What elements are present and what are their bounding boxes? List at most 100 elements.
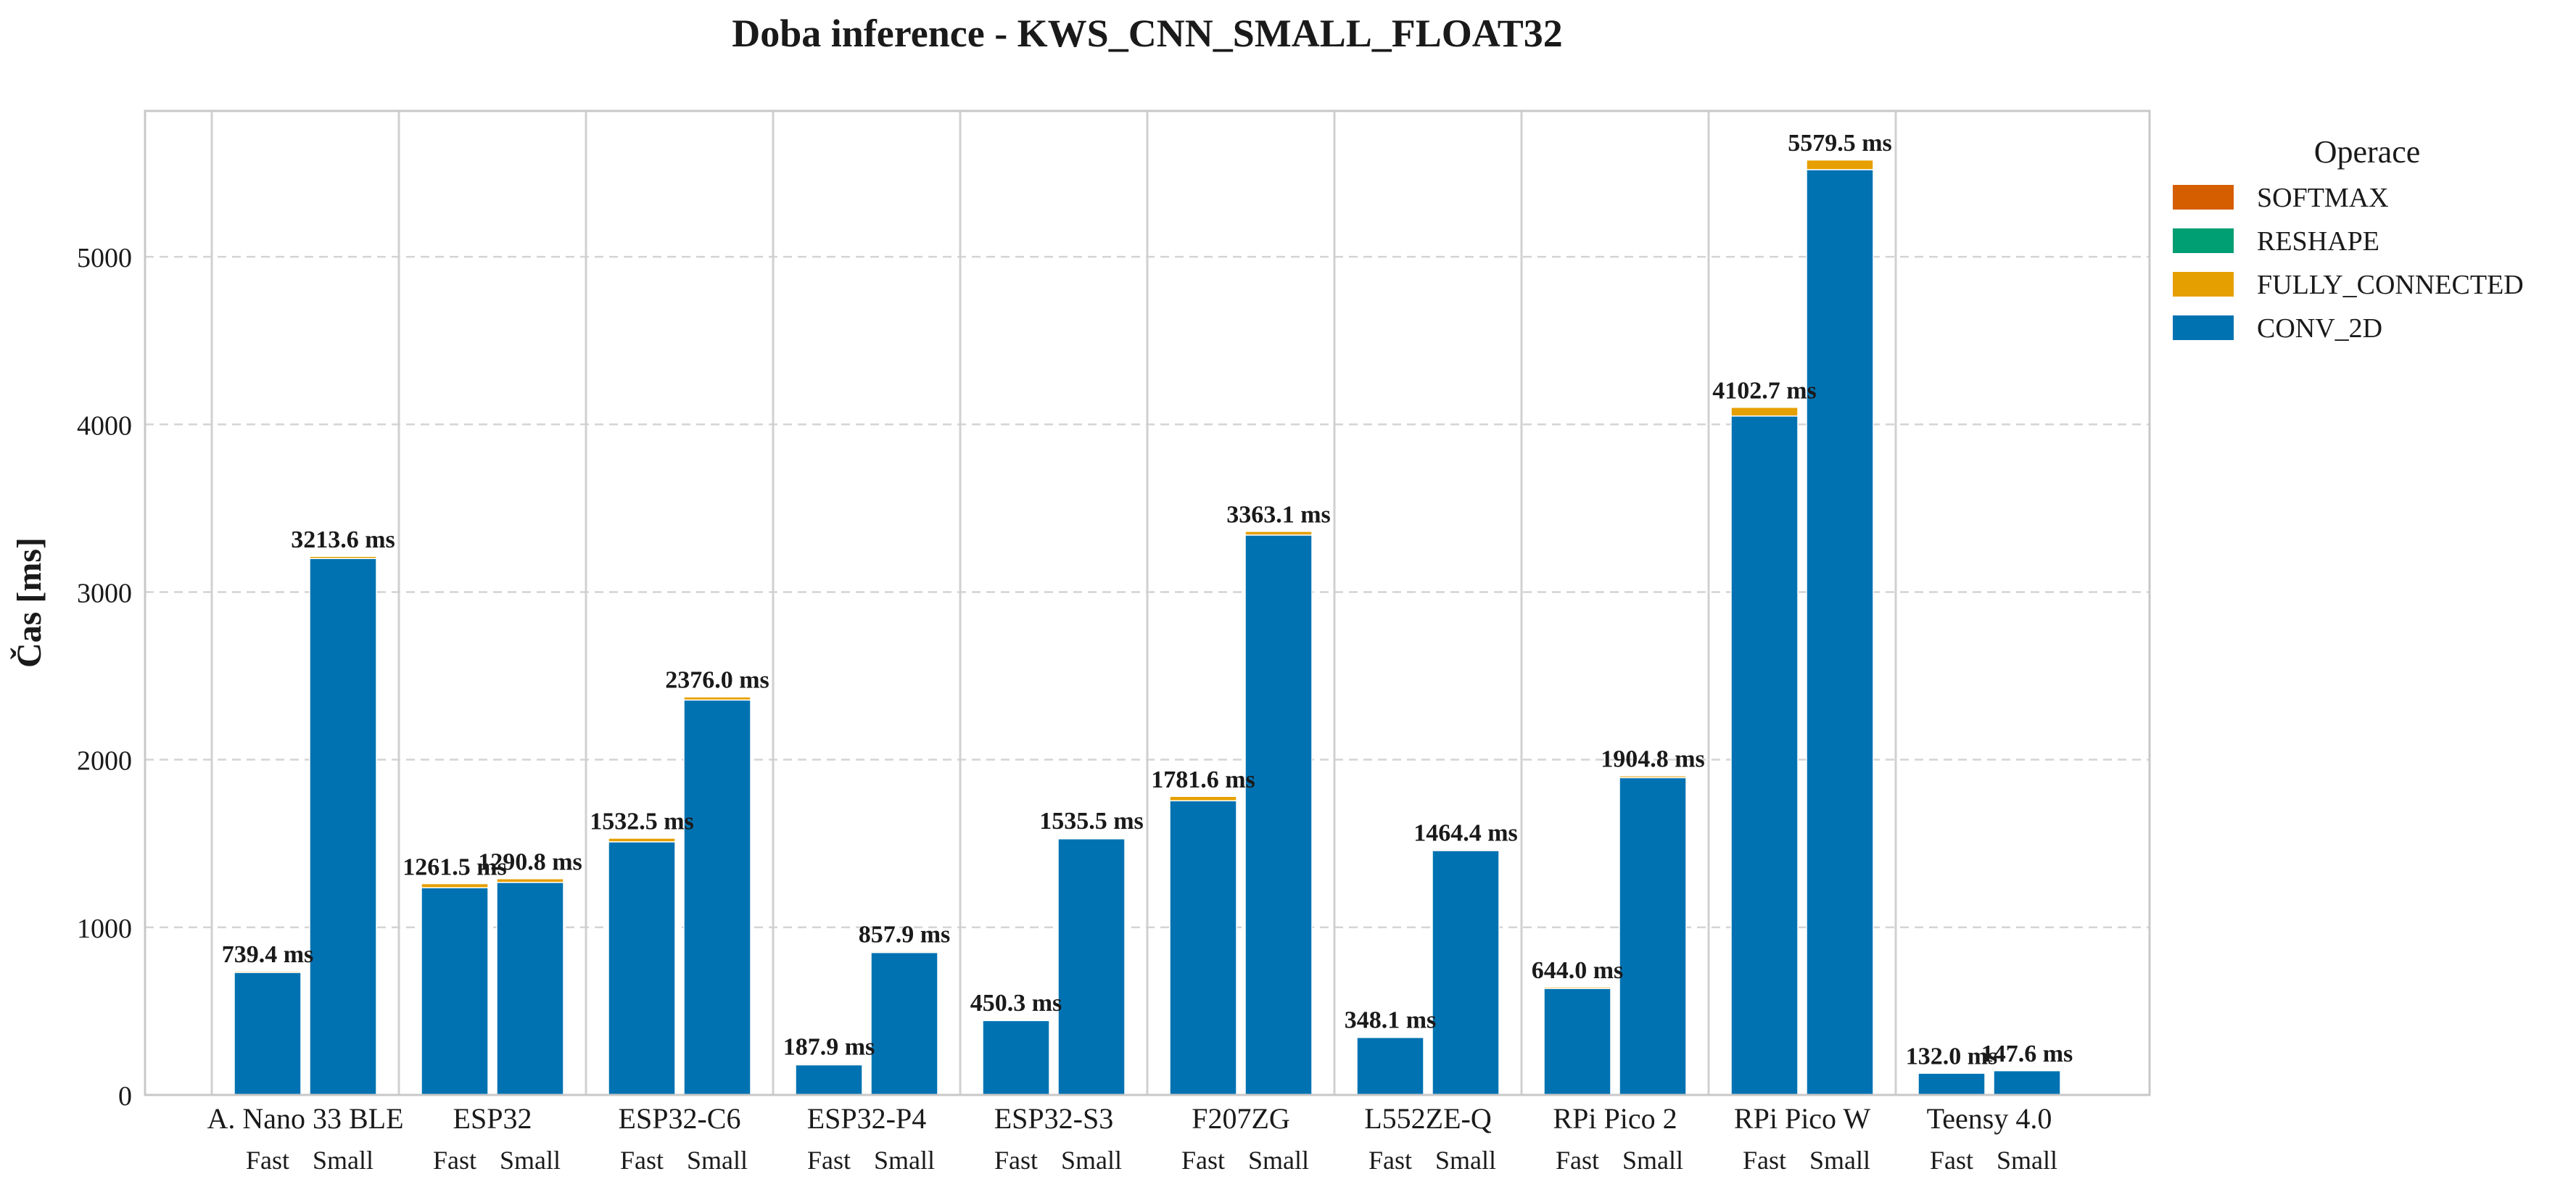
bar-segment-conv-2d xyxy=(1917,1072,1986,1096)
legend-items: SOFTMAX RESHAPE FULLY_CONNECTED CONV_2D xyxy=(2173,183,2524,344)
y-tick-label: 5000 xyxy=(77,243,132,273)
bar-segment-conv-2d xyxy=(421,887,489,1096)
bar-variant-label: Fast xyxy=(246,1146,289,1175)
bar-segment-conv-2d xyxy=(1169,800,1237,1096)
bar-variant-label: Small xyxy=(874,1146,935,1175)
bar-variant-label: Small xyxy=(313,1146,373,1175)
bar-segment-conv-2d xyxy=(982,1020,1050,1096)
bar-segment-fully-connected xyxy=(496,878,564,883)
legend-label-softmax: SOFTMAX xyxy=(2257,183,2389,213)
bars xyxy=(234,159,2061,1096)
chart-title: Doba inference - KWS_CNN_SMALL_FLOAT32 xyxy=(732,12,1563,55)
total-value-label: 1904.8 ms xyxy=(1601,746,1705,773)
total-value-label: 1464.4 ms xyxy=(1413,819,1518,846)
legend-title: Operace xyxy=(2314,134,2421,170)
bar-variant-label: Small xyxy=(1622,1146,1683,1175)
y-tick-label: 3000 xyxy=(77,578,132,608)
total-value-label: 132.0 ms xyxy=(1906,1043,1998,1070)
bar-segment-fully-connected xyxy=(1806,159,1874,170)
bar-segment-conv-2d xyxy=(234,972,302,1096)
bar-segment-fully-connected xyxy=(1169,795,1237,802)
bar-variant-label: Fast xyxy=(1368,1146,1412,1175)
legend-swatch-conv-2d xyxy=(2173,315,2234,340)
legend-label-fully-connected: FULLY_CONNECTED xyxy=(2257,270,2524,300)
total-value-label: 1532.5 ms xyxy=(590,809,694,835)
legend-swatch-fully-connected xyxy=(2173,272,2234,297)
bar-segment-conv-2d xyxy=(1730,415,1799,1096)
bar-variant-label: Small xyxy=(1997,1146,2057,1175)
x-category-label: ESP32-P4 xyxy=(807,1102,927,1135)
bar-segment-conv-2d xyxy=(1057,838,1126,1096)
bar-variant-label: Fast xyxy=(433,1146,476,1175)
bar-segment-conv-2d xyxy=(870,951,938,1096)
grid-lines xyxy=(145,111,2150,1095)
total-value-label: 4102.7 ms xyxy=(1712,378,1817,405)
x-category-label: ESP32-S3 xyxy=(994,1102,1114,1135)
bar-segment-fully-connected xyxy=(421,882,489,889)
bar-segment-conv-2d xyxy=(1432,850,1500,1096)
bar-segment-conv-2d xyxy=(608,841,676,1096)
bar-variant-label: Small xyxy=(687,1146,748,1175)
bar-segment-conv-2d xyxy=(496,882,564,1096)
x-category-label: Teensy 4.0 xyxy=(1927,1102,2052,1135)
total-value-label: 644.0 ms xyxy=(1532,957,1624,984)
bar-segment-fully-connected xyxy=(1543,986,1611,989)
bar-variant-label: Fast xyxy=(1556,1146,1599,1175)
y-axis-ticks: 0 1000 2000 3000 4000 5000 xyxy=(77,243,132,1112)
bar-variant-label: Small xyxy=(1248,1146,1309,1175)
y-axis-label: Čas [ms] xyxy=(9,537,49,668)
x-axis-labels: Fast Small A. Nano 33 BLE Fast Small ESP32 Fas… xyxy=(207,1102,2057,1175)
total-value-label: 1535.5 ms xyxy=(1039,808,1144,835)
x-category-label: RPi Pico 2 xyxy=(1553,1102,1677,1135)
bar-segment-fully-connected xyxy=(1730,406,1799,417)
bar-variant-label: Fast xyxy=(807,1146,851,1175)
x-category-label: A. Nano 33 BLE xyxy=(207,1102,403,1135)
bar-segment-conv-2d xyxy=(1806,169,1874,1096)
y-tick-label: 2000 xyxy=(77,746,132,777)
bar-variant-label: Small xyxy=(500,1146,561,1175)
legend-swatch-reshape xyxy=(2173,228,2234,253)
bar-variant-label: Fast xyxy=(1181,1146,1225,1175)
total-value-label: 857.9 ms xyxy=(859,922,951,948)
total-value-label: 1290.8 ms xyxy=(478,849,582,876)
bar-variant-label: Small xyxy=(1435,1146,1496,1175)
bar-segment-conv-2d xyxy=(1993,1070,2061,1096)
bar-segment-conv-2d xyxy=(309,558,377,1096)
bar-variant-label: Fast xyxy=(620,1146,664,1175)
bar-segment-conv-2d xyxy=(795,1064,863,1096)
y-tick-label: 0 xyxy=(118,1081,132,1112)
bar-segment-conv-2d xyxy=(1356,1036,1424,1096)
total-value-label: 2376.0 ms xyxy=(665,667,769,694)
x-category-label: L552ZE-Q xyxy=(1364,1102,1492,1135)
total-value-label: 187.9 ms xyxy=(783,1034,875,1061)
total-value-label: 739.4 ms xyxy=(222,941,314,968)
total-value-label: 450.3 ms xyxy=(970,990,1062,1017)
x-category-label: F207ZG xyxy=(1192,1102,1290,1135)
bar-variant-label: Fast xyxy=(1743,1146,1786,1175)
total-value-label: 3213.6 ms xyxy=(291,526,395,553)
bar-segment-conv-2d xyxy=(683,699,751,1096)
total-value-label: 1781.6 ms xyxy=(1151,766,1255,793)
legend: Operace SOFTMAX RESHAPE FULLY_CONNECTED CON… xyxy=(2173,134,2524,344)
bar-segment-conv-2d xyxy=(1543,988,1611,1096)
y-tick-label: 1000 xyxy=(77,914,132,944)
total-value-label: 348.1 ms xyxy=(1345,1007,1437,1034)
bar-segment-conv-2d xyxy=(1619,777,1687,1096)
bar-segment-fully-connected xyxy=(1244,531,1313,536)
y-tick-label: 4000 xyxy=(77,410,132,441)
legend-label-reshape: RESHAPE xyxy=(2257,226,2379,257)
bar-variant-label: Small xyxy=(1061,1146,1122,1175)
x-category-label: ESP32 xyxy=(453,1102,532,1135)
bar-variant-label: Fast xyxy=(1930,1146,1973,1175)
legend-swatch-softmax xyxy=(2173,185,2234,210)
total-value-label: 147.6 ms xyxy=(1981,1041,2073,1067)
x-category-label: ESP32-C6 xyxy=(619,1102,741,1135)
bar-segment-conv-2d xyxy=(1244,534,1313,1096)
legend-label-conv-2d: CONV_2D xyxy=(2257,313,2382,344)
total-value-label: 1261.5 ms xyxy=(402,853,507,880)
bar-variant-label: Fast xyxy=(994,1146,1038,1175)
total-value-label: 5579.5 ms xyxy=(1788,130,1892,157)
